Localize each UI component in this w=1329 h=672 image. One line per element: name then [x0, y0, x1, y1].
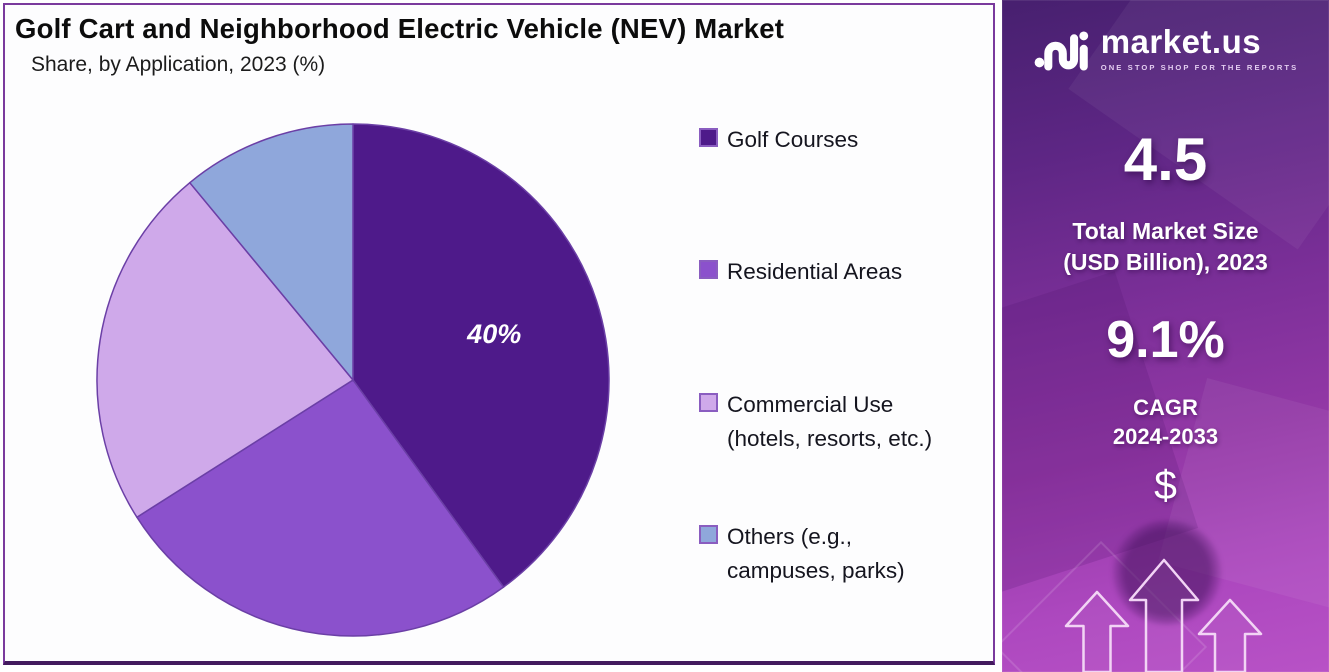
legend-item-residential-areas: Residential Areas — [699, 255, 902, 289]
pie-slice — [189, 123, 354, 381]
arrow-up-icon — [1128, 558, 1200, 672]
pie-chart: 40% — [96, 123, 610, 637]
cagr-value: 9.1% — [1106, 311, 1225, 370]
dollar-icon: $ — [1154, 462, 1177, 509]
chart-subtitle: Share, by Application, 2023 (%) — [31, 53, 326, 76]
growth-arrows-icon — [1064, 558, 1263, 672]
legend-item-golf-courses: Golf Courses — [699, 123, 858, 157]
pie-slice — [136, 379, 505, 637]
brand-tagline: ONE STOP SHOP FOR THE REPORTS — [1100, 62, 1299, 72]
marketus-logo-icon — [1034, 31, 1088, 71]
legend-label: Golf Courses — [727, 127, 859, 152]
brand-name: market.us — [1100, 22, 1262, 60]
market-size-label: Total Market Size (USD Billion), 2023 — [1063, 218, 1268, 276]
legend-swatch-others — [699, 525, 718, 544]
chart-panel: Golf Cart and Neighborhood Electric Vehi… — [3, 3, 995, 665]
legend-swatch-commercial-use — [699, 393, 718, 412]
pie-slice — [96, 181, 354, 518]
legend: Golf Courses Residential Areas Commercia… — [699, 5, 989, 661]
cagr-label: CAGR 2024-2033 — [1112, 395, 1219, 449]
legend-swatch-residential-areas — [699, 260, 718, 279]
legend-item-others: Others (e.g., campuses, parks) — [699, 520, 905, 588]
brand-sidebar: market.us ONE STOP SHOP FOR THE REPORTS … — [1002, 0, 1329, 672]
legend-label: Commercial Use (hotels, resorts, etc.) — [727, 392, 933, 451]
market-size-value: 4.5 — [1123, 126, 1208, 193]
legend-swatch-golf-courses — [699, 128, 718, 147]
arrow-up-icon — [1197, 598, 1263, 672]
legend-label: Residential Areas — [727, 259, 903, 284]
pie-slice-label: 40% — [466, 319, 521, 349]
pie-slice — [352, 123, 610, 588]
arrow-up-icon — [1064, 590, 1130, 672]
brand-logo: market.us ONE STOP SHOP FOR THE REPORTS — [1033, 24, 1299, 72]
legend-label: Others (e.g., campuses, parks) — [727, 524, 905, 583]
legend-item-commercial-use: Commercial Use (hotels, resorts, etc.) — [699, 388, 932, 456]
chart-title: Golf Cart and Neighborhood Electric Vehi… — [15, 13, 785, 44]
